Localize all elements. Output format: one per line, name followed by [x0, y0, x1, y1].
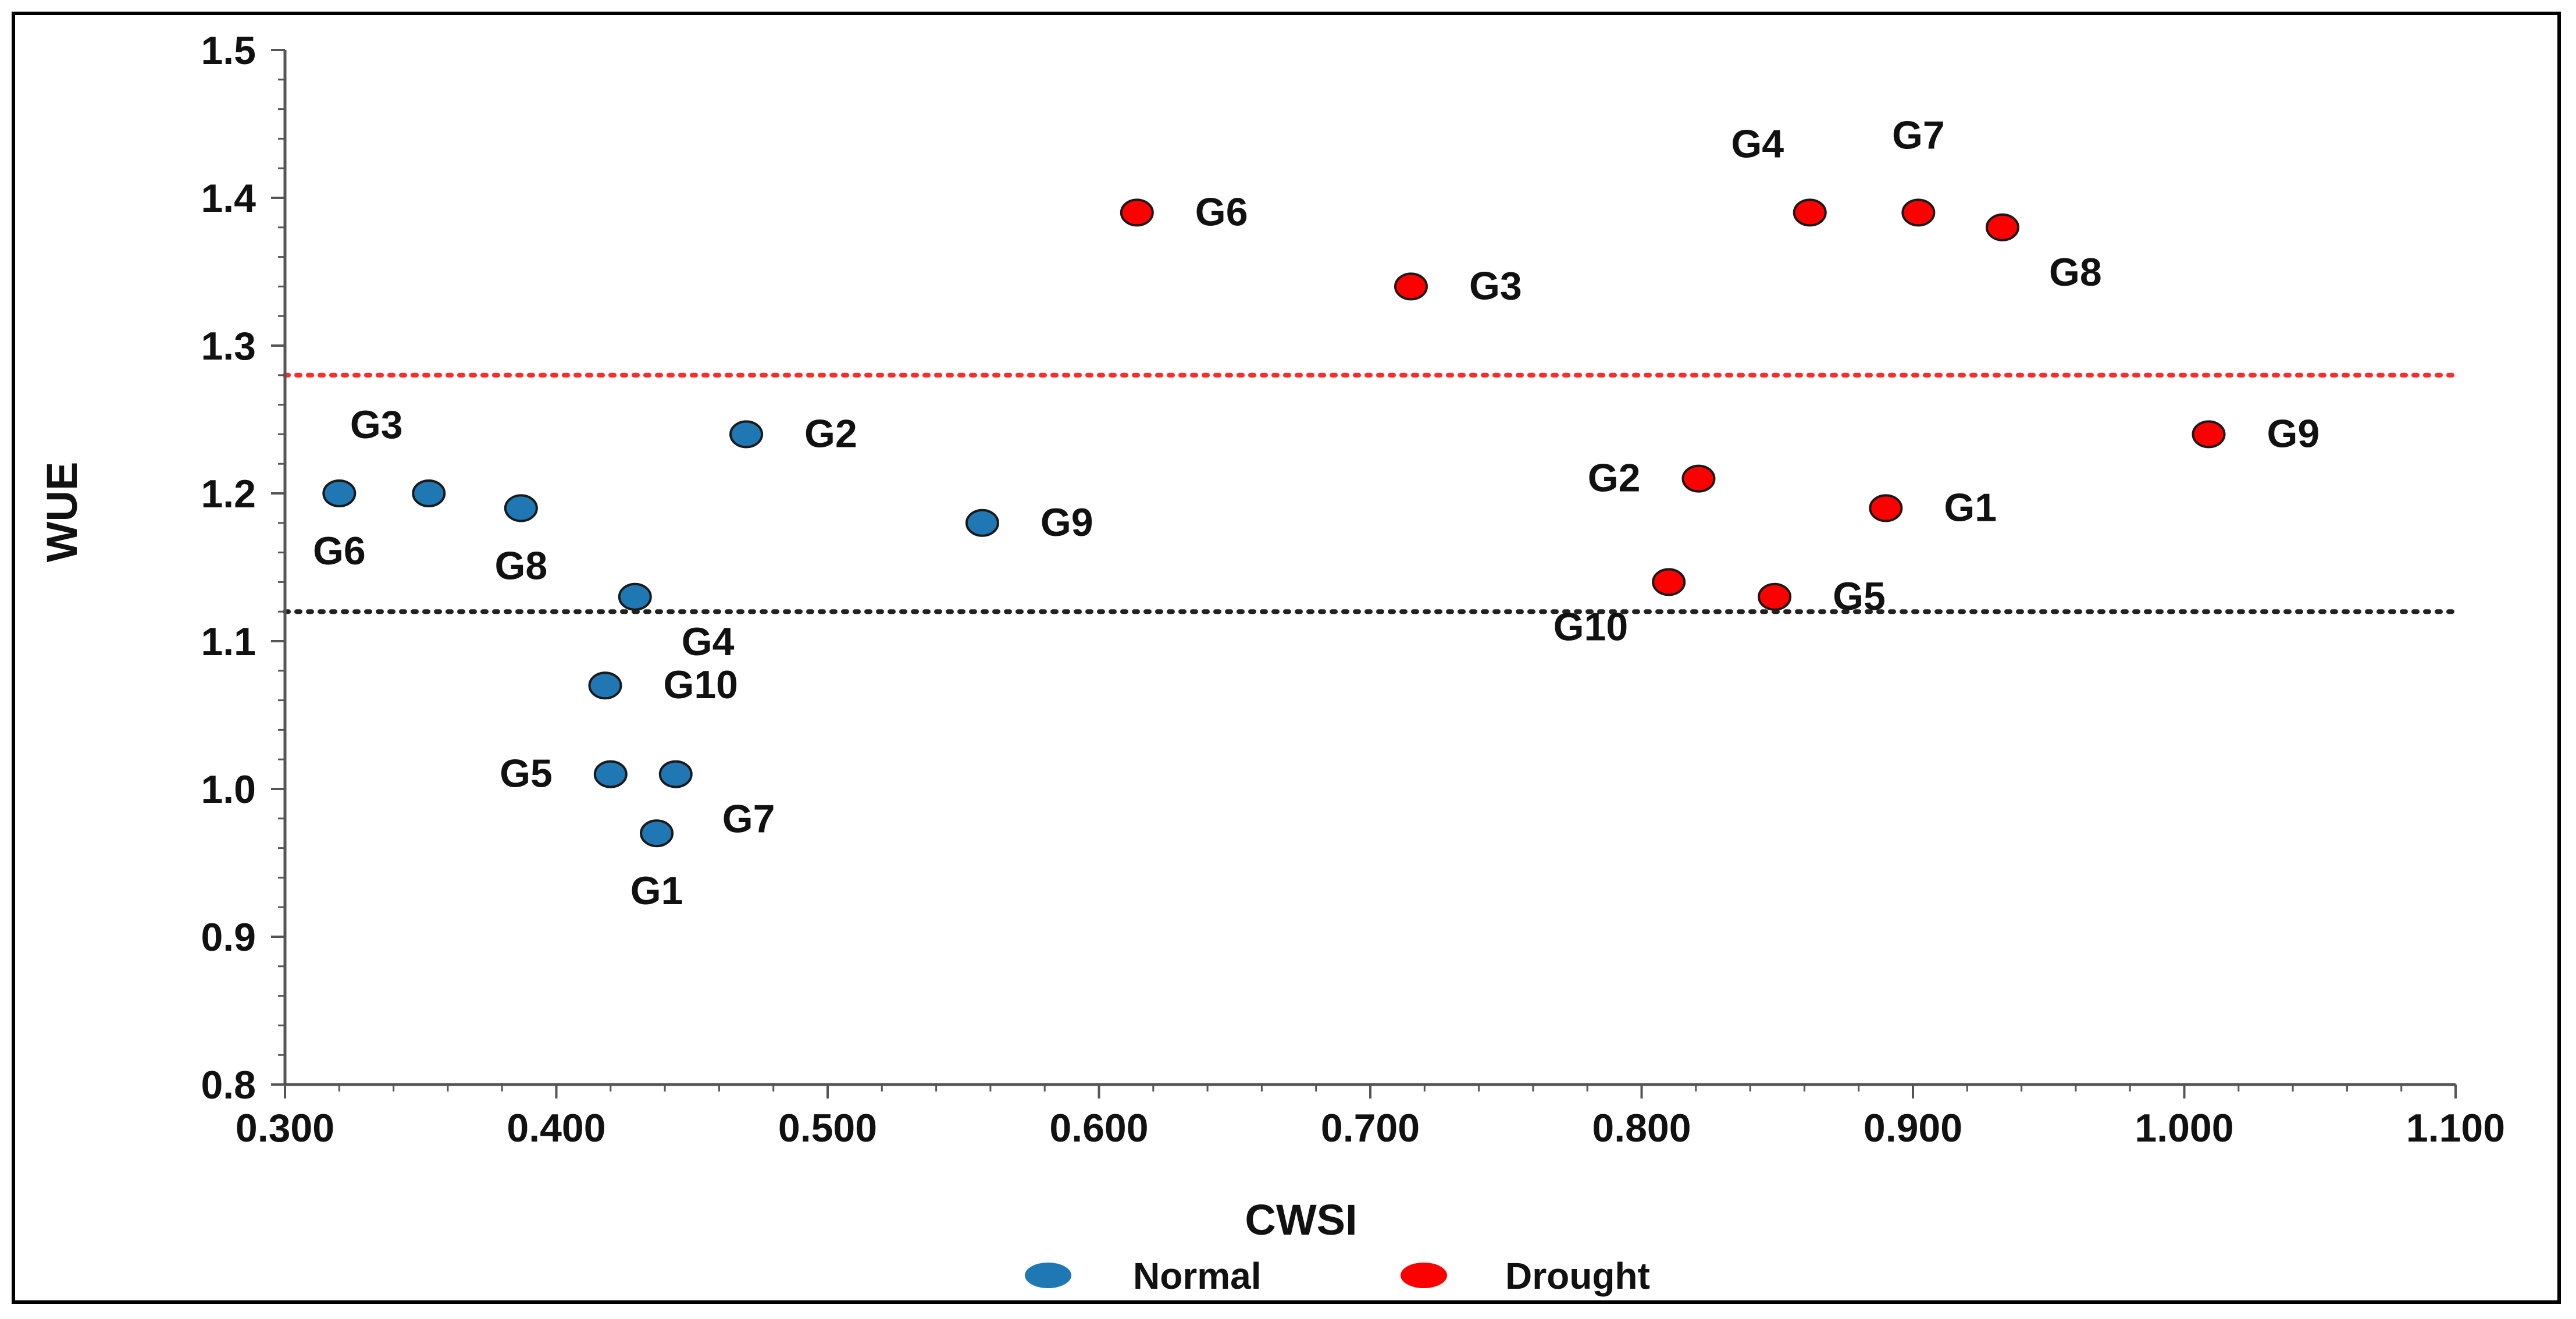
drought-label-g2: G2 [1588, 456, 1641, 500]
normal-point-g10 [588, 671, 622, 700]
drought-point-g10 [1652, 568, 1686, 596]
normal-label-g9: G9 [1041, 500, 1093, 545]
axis-ticks: 0.8 0.9 1.0 1.1 1.2 1.3 1.4 1.5 0.300 0.400 0.500 0… [201, 29, 2505, 1150]
normal-point-g5 [593, 760, 628, 788]
y-tick-label: 0.8 [201, 1063, 256, 1107]
normal-point-g2 [729, 420, 764, 449]
y-tick-label: 1.2 [201, 472, 256, 516]
drought-point-g4 [1793, 198, 1827, 227]
normal-label-g8: G8 [494, 543, 547, 588]
drought-point-g2 [1681, 464, 1716, 493]
y-tick-label: 1.3 [201, 324, 256, 368]
x-tick-label: 0.700 [1321, 1106, 1420, 1150]
x-tick-label: 0.500 [778, 1106, 877, 1150]
normal-label-g2: G2 [804, 411, 857, 456]
normal-label-g7: G7 [722, 797, 775, 841]
legend-marker-normal [1025, 1263, 1071, 1288]
x-tick-label: 0.600 [1049, 1106, 1148, 1150]
normal-label-g3: G3 [350, 403, 403, 447]
normal-point-g3 [412, 479, 446, 507]
y-tick-label: 1.4 [201, 176, 256, 221]
drought-label-g6: G6 [1195, 190, 1248, 234]
point-labels: G1 G2 G3 G4 G5 G6 G7 G8 G9 G10 G1 G2 G3 G4 G5 G6 G7 G8 G9 G… [313, 113, 2320, 913]
normal-point-g9 [965, 509, 999, 537]
y-axis-title: WUE [38, 462, 86, 563]
normal-point-g1 [640, 819, 674, 848]
drought-point-g3 [1394, 272, 1428, 301]
normal-label-g1: G1 [630, 869, 683, 913]
drought-label-g9: G9 [2267, 411, 2320, 456]
drought-label-g7: G7 [1892, 113, 1945, 157]
drought-point-g6 [1120, 198, 1154, 227]
drought-point-g7 [1901, 198, 1936, 227]
y-tick-label: 1.5 [201, 29, 256, 73]
y-tick-label: 1.1 [201, 620, 256, 664]
legend-marker-drought [1401, 1263, 1447, 1288]
x-tick-label: 0.800 [1592, 1106, 1691, 1150]
reference-lines [283, 372, 2458, 614]
drought-label-g3: G3 [1469, 264, 1522, 308]
y-tick-label: 0.9 [201, 915, 256, 959]
drought-point-g1 [1869, 494, 1903, 522]
x-tick-label: 1.100 [2406, 1106, 2505, 1150]
legend-label-normal: Normal [1133, 1255, 1262, 1297]
x-tick-label: 0.300 [236, 1106, 334, 1150]
normal-point-g4 [618, 582, 652, 611]
x-tick-label: 0.900 [1864, 1106, 1962, 1150]
drought-point-g5 [1758, 582, 1792, 611]
normal-point-g7 [658, 760, 693, 788]
y-tick-label: 1.0 [201, 767, 256, 812]
legend-label-drought: Drought [1505, 1255, 1650, 1297]
x-tick-label: 1.000 [2135, 1106, 2233, 1150]
drought-label-g8: G8 [2049, 250, 2102, 294]
drought-point-g9 [2192, 420, 2226, 449]
normal-point-g8 [504, 494, 538, 522]
data-points [322, 198, 2226, 848]
normal-label-g10: G10 [663, 663, 738, 707]
drought-label-g5: G5 [1833, 574, 1886, 618]
x-axis-title: CWSI [1245, 1196, 1357, 1244]
normal-label-g5: G5 [500, 752, 553, 796]
normal-point-g6 [322, 479, 357, 507]
normal-label-g4: G4 [682, 620, 735, 664]
chart-frame [12, 12, 2561, 1304]
normal-label-g6: G6 [313, 529, 366, 573]
drought-point-g8 [1985, 213, 2019, 241]
axes [283, 50, 2456, 1086]
drought-label-g4: G4 [1731, 122, 1784, 166]
legend[interactable]: Normal Drought [1025, 1255, 1650, 1297]
drought-label-g10: G10 [1554, 605, 1629, 649]
x-tick-label: 0.400 [507, 1106, 605, 1150]
drought-label-g1: G1 [1944, 485, 1997, 529]
